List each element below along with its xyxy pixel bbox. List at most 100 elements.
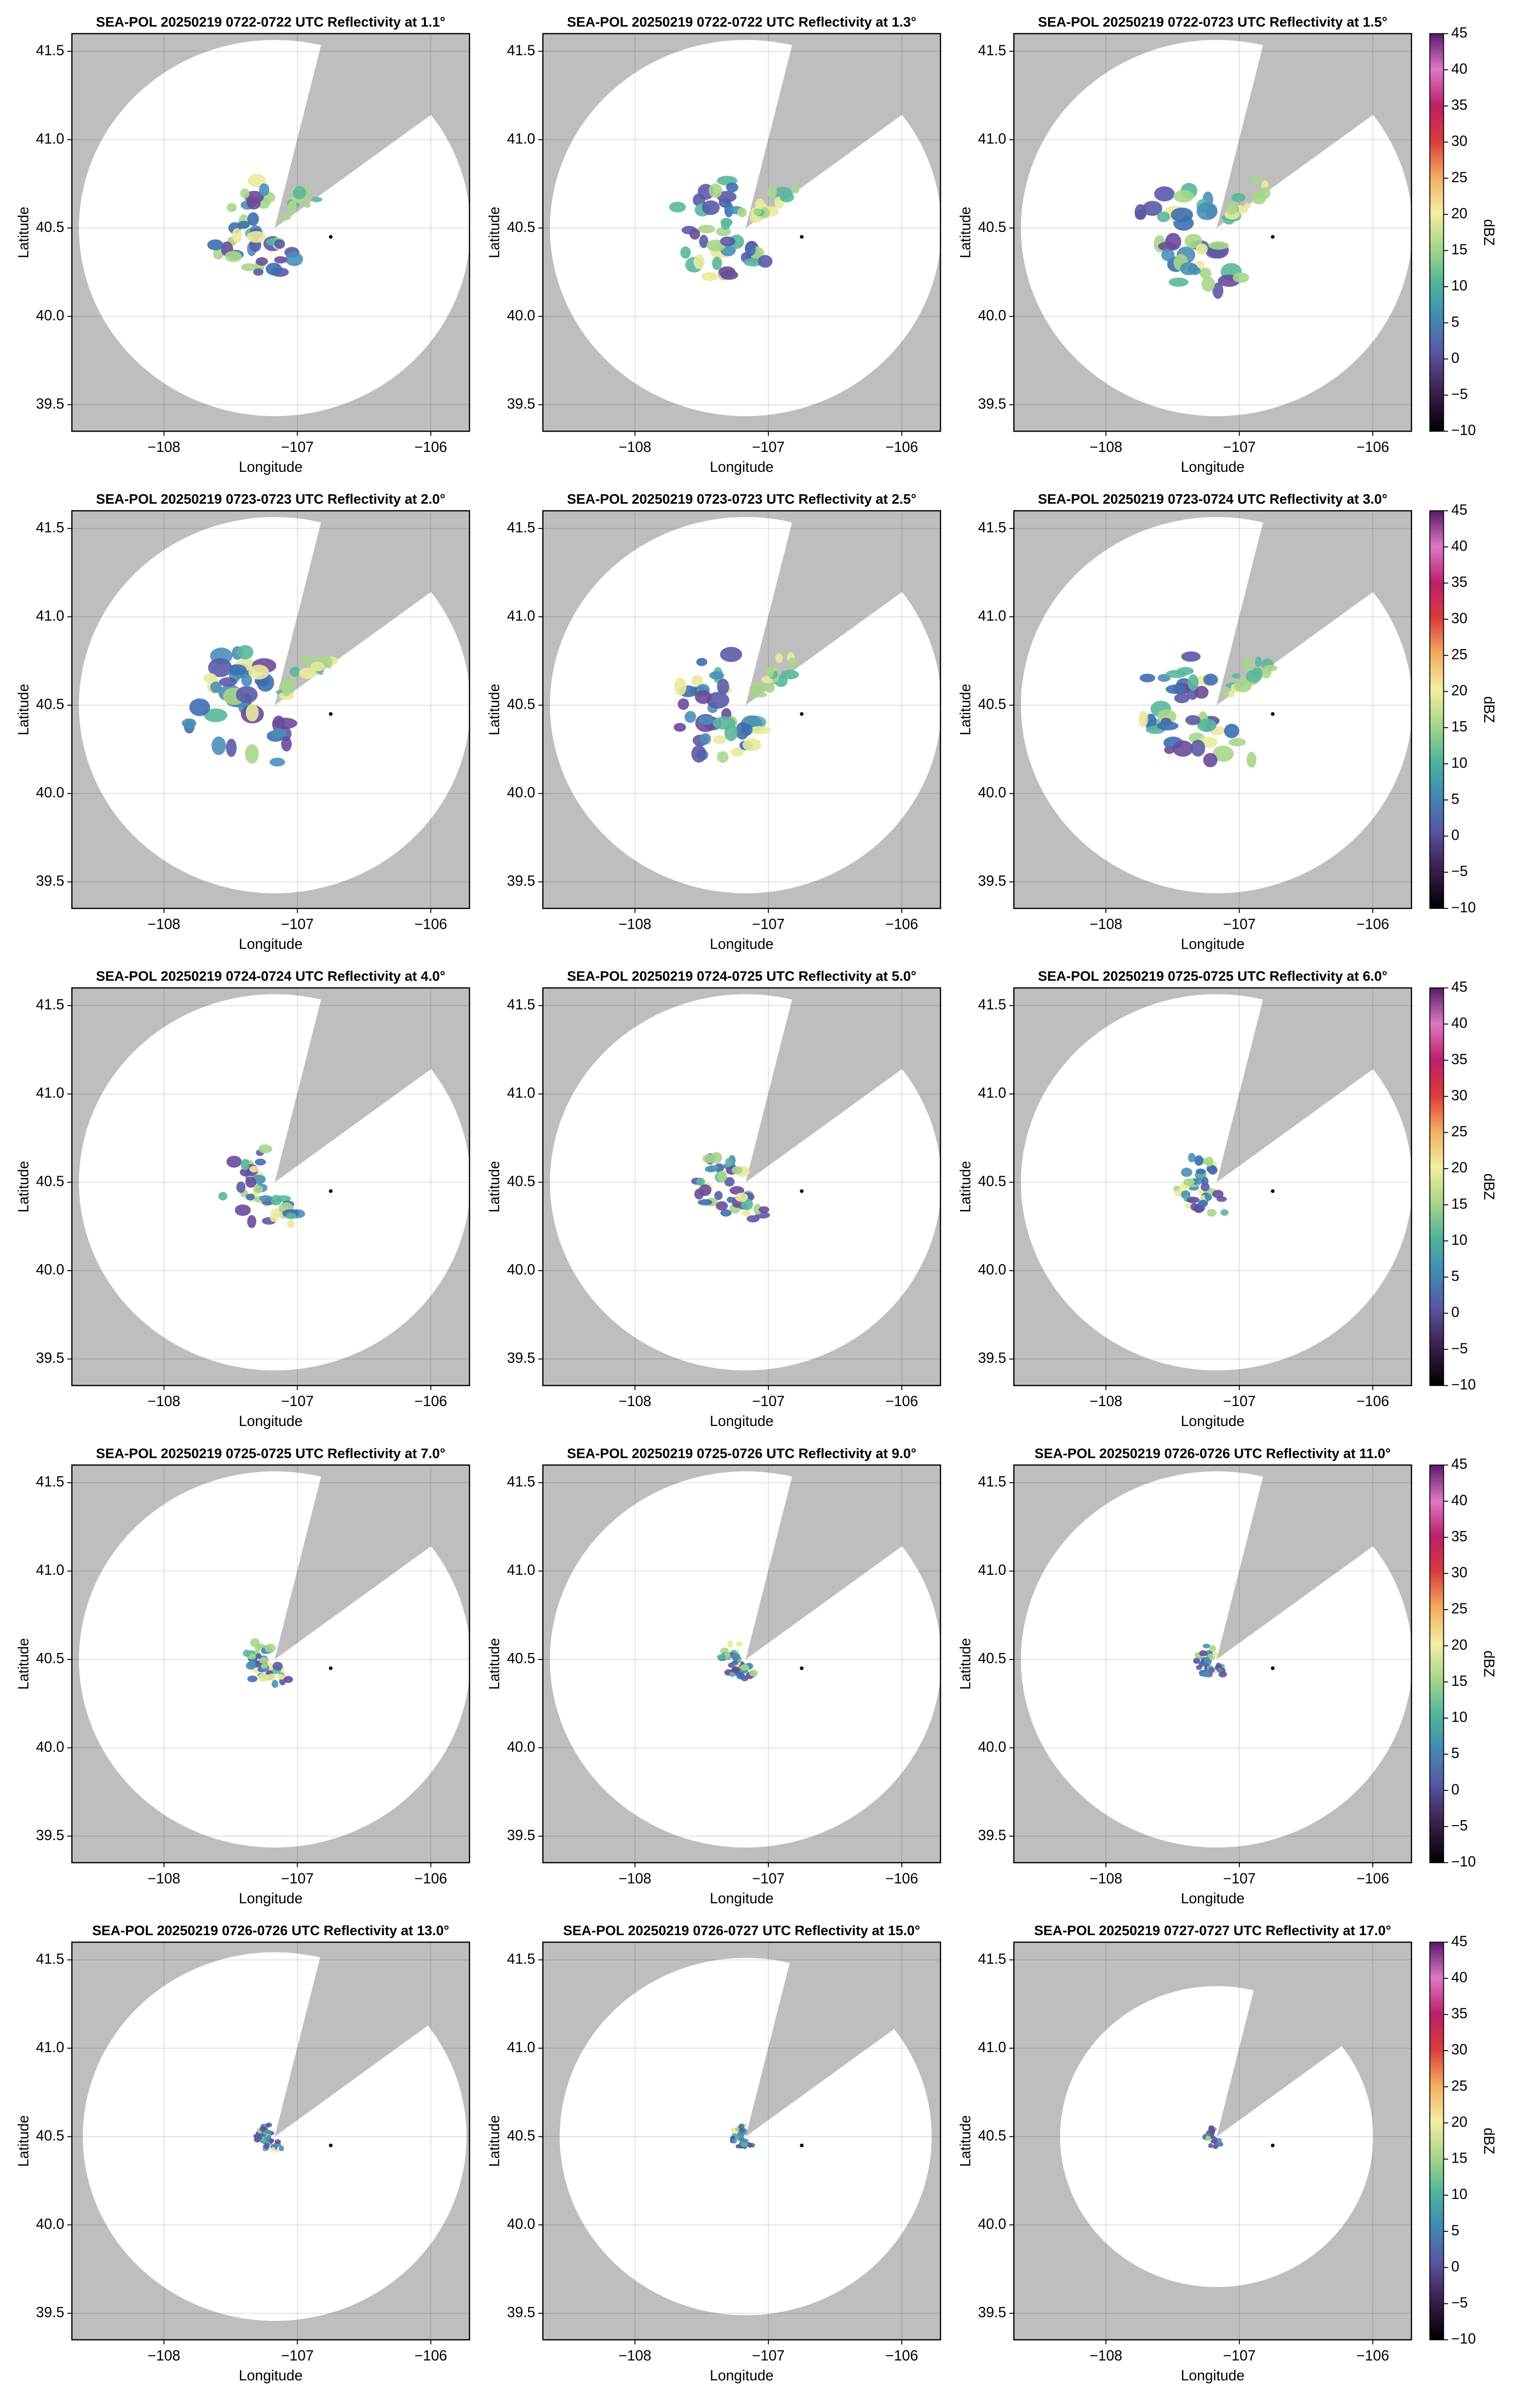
y-tick-label: 41.0	[978, 131, 1006, 147]
echo	[264, 1643, 276, 1653]
y-tick-label: 40.5	[36, 1651, 64, 1667]
echo	[253, 268, 264, 276]
echo	[280, 214, 291, 220]
panel: −108 −107 −106 39.5 40.0 40.5 41.0 41.5 SEA-POL …	[958, 1445, 1497, 1907]
echo	[709, 671, 724, 680]
site-marker	[1271, 2143, 1275, 2148]
x-tick-label: −107	[281, 917, 314, 933]
panel: −108 −107 −106 39.5 40.0 40.5 41.0 41.5 SEA-POL …	[16, 1445, 471, 1907]
panel: −108 −107 −106 39.5 40.0 40.5 41.0 41.5 SEA-POL …	[16, 491, 471, 953]
panel: −108 −107 −106 39.5 40.0 40.5 41.0 41.5 SEA-POL …	[487, 1445, 942, 1907]
colorbar-tick-label: 10	[1451, 2187, 1467, 2202]
y-tick-label: 40.5	[978, 2128, 1006, 2144]
y-axis-label: Latitude	[958, 1161, 974, 1212]
echo	[749, 1669, 758, 1677]
axes-frame	[1013, 510, 1412, 909]
colorbar-tick-label: 25	[1451, 1124, 1467, 1140]
echo	[698, 715, 714, 725]
echo	[753, 208, 762, 216]
echo	[1139, 673, 1156, 682]
colorbar-tick-label: −5	[1451, 387, 1468, 403]
y-axis-label: Latitude	[487, 684, 503, 736]
echo	[740, 1664, 750, 1671]
y-tick-label: 40.0	[36, 785, 64, 801]
echo	[1203, 1656, 1210, 1664]
echo	[730, 747, 744, 757]
echo	[1209, 1645, 1216, 1652]
echo	[729, 1186, 745, 1195]
echo	[1220, 1209, 1229, 1216]
echo	[245, 1177, 257, 1188]
colorbar-label: dBZ	[1481, 1174, 1497, 1201]
site-marker	[1271, 235, 1275, 239]
x-tick-label: −108	[148, 2348, 181, 2364]
y-axis-label: Latitude	[16, 684, 32, 736]
echo	[204, 708, 227, 722]
echo	[720, 647, 743, 662]
echo	[721, 220, 731, 230]
y-tick-label: 40.5	[507, 2128, 536, 2144]
echo	[237, 645, 254, 660]
echo	[1172, 740, 1193, 757]
x-tick-label: −106	[885, 1871, 918, 1887]
echo	[691, 745, 707, 763]
echo	[739, 2136, 745, 2141]
radar-coverage	[1021, 994, 1412, 1371]
panel: −108 −107 −106 39.5 40.0 40.5 41.0 41.5 SEA-POL …	[16, 969, 471, 1429]
echo	[1244, 203, 1251, 209]
x-axis-label: Longitude	[239, 1891, 303, 1907]
panel-title: SEA-POL 20250219 0724-0724 UTC Reflectiv…	[96, 969, 445, 984]
echo	[1208, 2127, 1215, 2132]
echo	[272, 1661, 283, 1671]
colorbar-tick-label: 45	[1451, 980, 1467, 995]
echo	[182, 718, 197, 728]
echo	[1193, 1657, 1200, 1664]
echo	[737, 207, 747, 218]
echo	[746, 241, 756, 256]
y-tick-label: 40.5	[978, 219, 1006, 235]
y-tick-label: 40.5	[507, 696, 536, 712]
site-marker	[1271, 1189, 1275, 1193]
radar-coverage	[1021, 1471, 1412, 1848]
colorbar-tick-label: 20	[1451, 206, 1467, 221]
echo	[713, 735, 727, 744]
colorbar-label: dBZ	[1481, 696, 1497, 723]
y-tick-label: 41.0	[507, 608, 536, 624]
site-marker	[328, 2143, 333, 2148]
echo	[234, 1204, 251, 1216]
echo	[287, 1219, 295, 1228]
y-axis-label: Latitude	[958, 207, 974, 258]
colorbar-tick-label: 15	[1451, 719, 1467, 735]
colorbar-tick-label: 30	[1451, 1088, 1467, 1103]
echo	[1228, 690, 1235, 698]
y-axis-label: Latitude	[487, 207, 503, 258]
echo	[304, 202, 311, 208]
panel-title: SEA-POL 20250219 0727-0727 UTC Reflectiv…	[1034, 1923, 1391, 1938]
y-tick-label: 41.0	[507, 131, 536, 147]
radar-coverage	[1021, 517, 1412, 893]
echo	[714, 1191, 723, 1201]
x-tick-label: −107	[752, 1871, 785, 1887]
y-axis-label: Latitude	[16, 1638, 32, 1690]
y-axis-label: Latitude	[487, 2115, 503, 2167]
echo	[301, 656, 316, 665]
echo	[727, 1640, 734, 1648]
panel-title: SEA-POL 20250219 0726-0726 UTC Reflectiv…	[92, 1923, 449, 1938]
echo	[732, 2138, 737, 2144]
y-tick-label: 41.5	[507, 520, 536, 536]
echo	[1212, 745, 1234, 762]
x-tick-label: −107	[281, 2348, 314, 2364]
axes-frame	[71, 1464, 470, 1863]
echo	[1205, 1156, 1214, 1167]
echo	[245, 704, 259, 722]
echo	[293, 186, 307, 200]
echo	[720, 1209, 732, 1217]
echo	[243, 1649, 251, 1657]
echo	[717, 1170, 727, 1183]
echo	[1161, 248, 1175, 261]
echo	[1243, 657, 1252, 671]
echo	[693, 254, 705, 269]
colorbar-tick-label: 15	[1451, 2151, 1467, 2167]
echo	[669, 202, 686, 213]
